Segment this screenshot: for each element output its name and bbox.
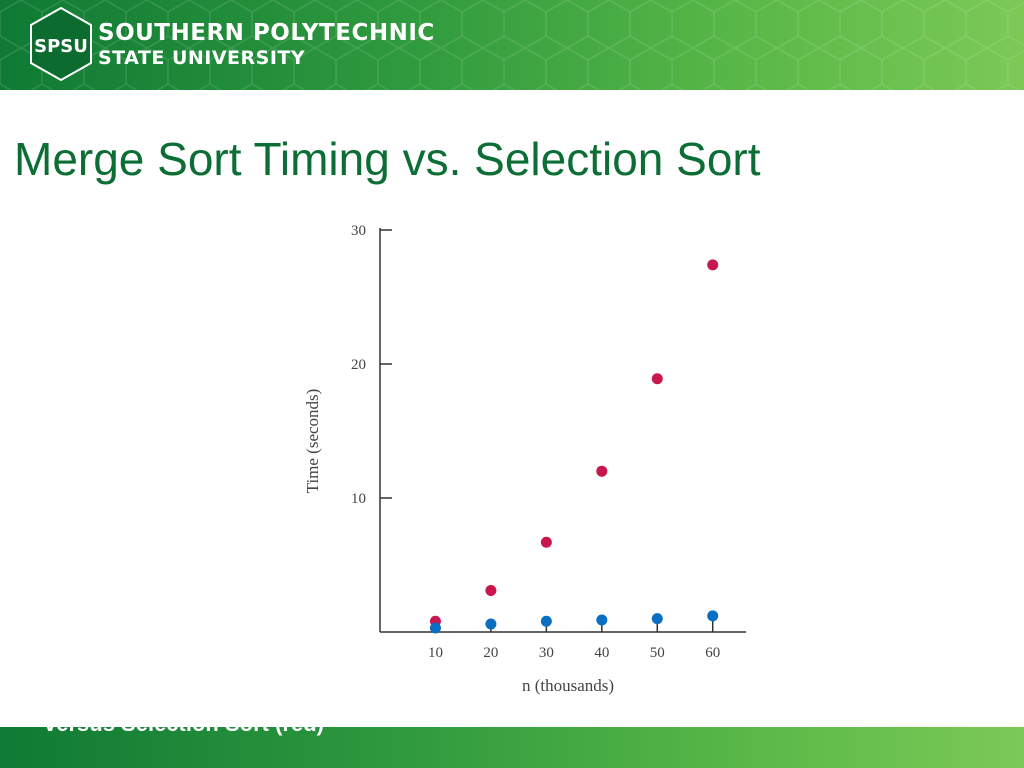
x-tick-label: 30 [539,645,554,661]
data-point-blue [651,613,663,625]
y-tick-label: 30 [351,223,366,239]
data-point-blue [596,614,608,626]
data-point-blue [707,610,719,622]
slide-title: Merge Sort Timing vs. Selection Sort [14,133,761,185]
footer-banner: versus Selection Sort (red) [0,727,1024,768]
chart-svg: 10 20 30 10 20 30 40 50 60 n (thousands) Time (sec… [303,223,746,695]
data-point-red [485,584,497,596]
header-banner: SPSU SOUTHERN POLYTECHNIC STATE UNIVERSI… [0,0,1024,90]
data-point-red [707,259,719,271]
brand-line-2: STATE UNIVERSITY [98,47,306,69]
footer-caption: versus Selection Sort (red) [44,727,324,737]
x-tick-label: 60 [705,645,720,661]
x-tick-label: 10 [428,645,443,661]
x-axis-label: n (thousands) [522,676,614,695]
y-tick-label: 20 [351,357,366,373]
data-point-blue [429,622,441,634]
spsu-logo: SPSU [30,6,92,82]
data-point-blue [540,615,552,627]
x-tick-label: 20 [483,645,498,661]
timing-chart: 10 20 30 10 20 30 40 50 60 n (thousands) Time (sec… [290,205,770,710]
x-tick-label: 40 [594,645,609,661]
y-axis-label: Time (seconds) [303,389,322,494]
brand-line-1: SOUTHERN POLYTECHNIC [98,20,435,46]
data-point-red [540,536,552,548]
data-point-blue [485,618,497,630]
logo-text: SPSU [34,36,88,57]
x-tick-label: 50 [650,645,665,661]
data-point-red [596,465,608,477]
hex-pattern [0,0,1024,90]
y-tick-label: 10 [351,491,366,507]
data-point-red [651,373,663,385]
